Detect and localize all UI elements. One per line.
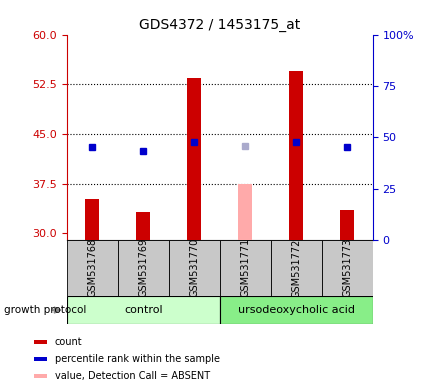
Bar xyxy=(169,240,219,296)
Bar xyxy=(321,240,372,296)
Text: GSM531768: GSM531768 xyxy=(87,238,97,297)
Bar xyxy=(34,357,47,361)
Bar xyxy=(270,240,321,296)
Text: GSM531772: GSM531772 xyxy=(291,238,301,298)
Text: GSM531773: GSM531773 xyxy=(341,238,351,298)
Bar xyxy=(219,296,372,324)
Title: GDS4372 / 1453175_at: GDS4372 / 1453175_at xyxy=(139,18,300,32)
Bar xyxy=(67,240,117,296)
Text: value, Detection Call = ABSENT: value, Detection Call = ABSENT xyxy=(55,371,209,381)
Bar xyxy=(238,184,252,240)
Text: GSM531770: GSM531770 xyxy=(189,238,199,298)
Bar xyxy=(85,199,99,240)
Text: growth protocol: growth protocol xyxy=(4,305,86,315)
Bar xyxy=(67,296,219,324)
Bar xyxy=(34,340,47,344)
Bar xyxy=(339,210,353,240)
Text: GSM531769: GSM531769 xyxy=(138,238,148,297)
Text: GSM531771: GSM531771 xyxy=(240,238,250,298)
Text: percentile rank within the sample: percentile rank within the sample xyxy=(55,354,219,364)
Text: ursodeoxycholic acid: ursodeoxycholic acid xyxy=(237,305,354,315)
Bar xyxy=(34,374,47,378)
Text: control: control xyxy=(124,305,162,315)
Text: count: count xyxy=(55,337,82,347)
Bar xyxy=(187,78,201,240)
Bar xyxy=(136,212,150,240)
Bar xyxy=(219,240,270,296)
Bar xyxy=(289,71,303,240)
Bar xyxy=(117,240,169,296)
